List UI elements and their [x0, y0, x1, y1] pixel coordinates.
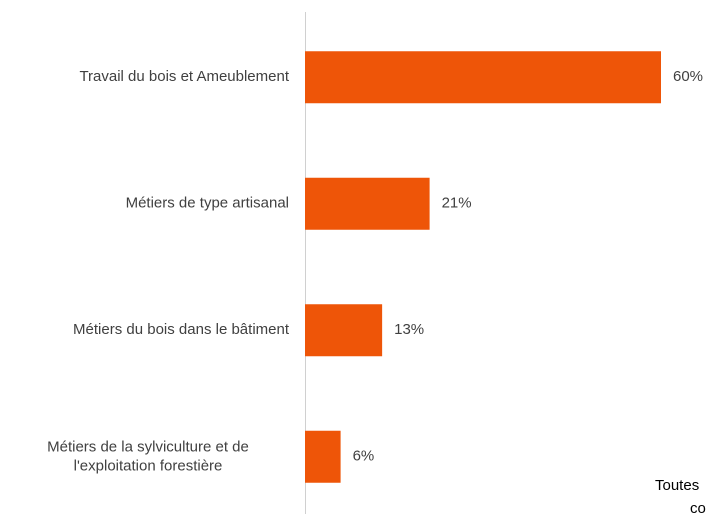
annotation: Toutes — [655, 477, 699, 494]
bar — [305, 304, 383, 357]
category-label: Métiers de la sylviculture et de l'exploi… — [47, 438, 249, 474]
value-label: 60% — [673, 68, 703, 85]
bar — [305, 430, 341, 483]
category-label-line: l'exploitation forestière — [74, 457, 223, 474]
category-label: Métiers de type artisanal — [126, 195, 289, 212]
value-label: 6% — [353, 448, 375, 465]
value-label: 13% — [394, 321, 424, 338]
category-label: Travail du bois et Ameublement — [79, 68, 289, 85]
value-label: 21% — [442, 195, 472, 212]
bar — [305, 177, 430, 230]
annotation: co — [690, 500, 706, 514]
category-label-line: Métiers de la sylviculture et de — [47, 438, 249, 455]
bar — [305, 51, 661, 104]
category-label: Métiers du bois dans le bâtiment — [73, 321, 290, 338]
